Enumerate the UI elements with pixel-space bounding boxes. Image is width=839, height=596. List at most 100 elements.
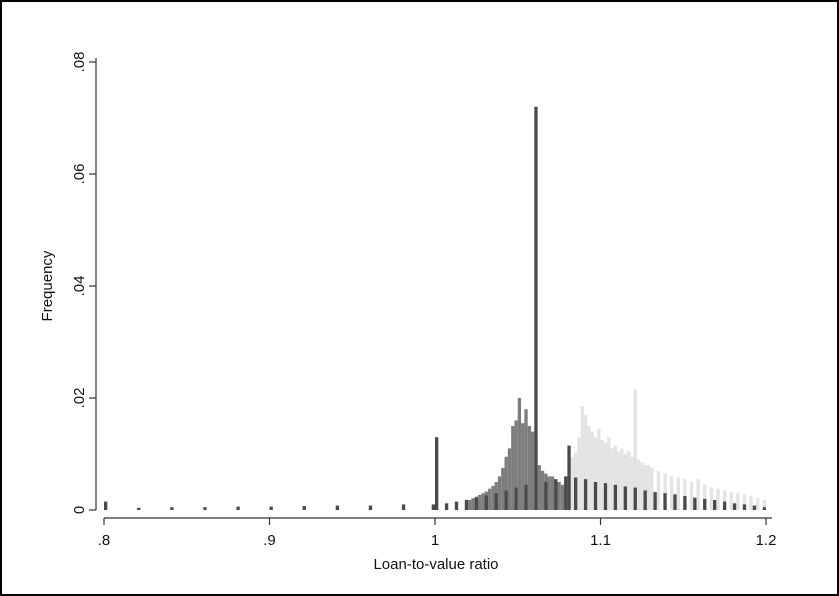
histogram-bar: [474, 497, 479, 510]
histogram-bar: [574, 477, 578, 510]
histogram-bar: [431, 504, 435, 510]
histogram-bar: [564, 476, 568, 510]
histogram-bar: [633, 487, 637, 510]
histogram-bar: [742, 504, 747, 510]
x-tick-label: 1.2: [756, 532, 777, 549]
histogram-bar: [709, 487, 714, 510]
histogram-bar: [620, 448, 624, 510]
histogram-bar: [683, 496, 687, 510]
histogram-bar: [487, 488, 492, 510]
histogram-bar: [653, 492, 657, 510]
histogram-bar: [630, 456, 634, 510]
histogram-bar: [583, 414, 588, 510]
histogram-bar: [670, 476, 674, 510]
histogram-bar: [478, 494, 482, 510]
histogram-bar: [104, 501, 108, 510]
histogram-bar: [401, 504, 406, 510]
histogram-bar: [603, 442, 608, 510]
histogram-bar: [497, 476, 502, 510]
histogram-bar: [610, 448, 614, 510]
histogram-bar: [626, 451, 631, 510]
histogram-bar: [713, 499, 717, 510]
histogram-bar: [762, 507, 766, 510]
histogram-bar: [722, 501, 727, 510]
y-axis-label: Frequency: [39, 250, 56, 321]
histogram-bar: [689, 482, 694, 510]
histogram-bar: [749, 496, 753, 510]
histogram-bar: [583, 479, 588, 510]
histogram-bar: [435, 437, 439, 510]
histogram-bar: [650, 468, 654, 510]
histogram-bar: [464, 499, 469, 510]
y-tick-label: .02: [71, 388, 88, 409]
histogram-bar: [547, 476, 551, 510]
histogram-bar: [203, 507, 207, 510]
bars-layer: [104, 106, 766, 511]
y-tick-label: .04: [71, 276, 88, 297]
histogram-bar: [593, 482, 598, 510]
y-tick-label: .06: [71, 164, 88, 185]
y-tick-label: .08: [71, 52, 88, 73]
histogram-bar: [524, 409, 528, 510]
histogram-bar: [716, 488, 720, 510]
histogram-bar: [544, 482, 548, 510]
histogram-bar: [137, 507, 141, 510]
histogram-bar: [703, 498, 707, 510]
y-tick-label: 0: [71, 506, 88, 514]
histogram-bar: [613, 484, 618, 510]
histogram-bar: [567, 445, 571, 510]
histogram-bar: [736, 493, 740, 510]
histogram-bar: [732, 503, 737, 510]
histogram-bar: [540, 470, 545, 510]
histogram-bar: [504, 490, 508, 510]
histogram-bar: [504, 456, 508, 510]
histogram-bar: [693, 497, 697, 510]
histogram-bar: [560, 484, 565, 510]
histogram-bar: [623, 486, 627, 510]
histogram-bar: [511, 426, 515, 510]
histogram-bar: [643, 490, 647, 510]
histogram-bar: [580, 406, 584, 510]
x-axis-label: Loan-to-value ratio: [373, 556, 498, 573]
histogram-bar: [597, 428, 601, 510]
histogram-bar: [514, 420, 518, 510]
histogram-bar: [722, 490, 727, 510]
histogram-bar: [617, 451, 621, 510]
histogram-bar: [703, 484, 707, 510]
histogram-bar: [368, 505, 373, 510]
x-tick-label: .8: [98, 532, 111, 549]
histogram-bar: [640, 462, 644, 510]
histogram-bar: [643, 465, 647, 510]
histogram-bar: [236, 506, 240, 510]
histogram-bar: [752, 505, 757, 510]
histogram-bar: [524, 484, 528, 510]
histogram-bar: [593, 437, 598, 510]
histogram-bar: [491, 485, 495, 510]
x-tick-label: 1.1: [590, 532, 611, 549]
histogram-bar: [656, 470, 661, 510]
histogram-bar: [471, 498, 475, 510]
histogram-bar: [663, 493, 667, 510]
histogram-bar: [534, 106, 538, 511]
histogram-bar: [729, 492, 733, 510]
histogram-bar: [607, 437, 611, 510]
histogram-bar: [663, 473, 667, 510]
histogram-bar: [683, 479, 687, 510]
histogram-bar: [444, 503, 449, 510]
histogram-bar: [530, 431, 535, 510]
histogram-bar: [587, 426, 591, 510]
histogram-bar: [517, 398, 522, 510]
histogram-bar: [676, 477, 680, 510]
histogram-bar: [507, 448, 512, 510]
histogram-bar: [481, 493, 485, 510]
x-tick-label: .9: [263, 532, 276, 549]
histogram-bar: [696, 479, 700, 510]
histogram-bar: [521, 423, 525, 510]
histogram-bar: [537, 465, 541, 510]
histogram-bar: [454, 501, 459, 510]
histogram-bar: [550, 476, 555, 510]
histogram-bar: [756, 497, 760, 510]
histogram-bar: [613, 445, 618, 510]
histogram-bar: [335, 505, 340, 510]
